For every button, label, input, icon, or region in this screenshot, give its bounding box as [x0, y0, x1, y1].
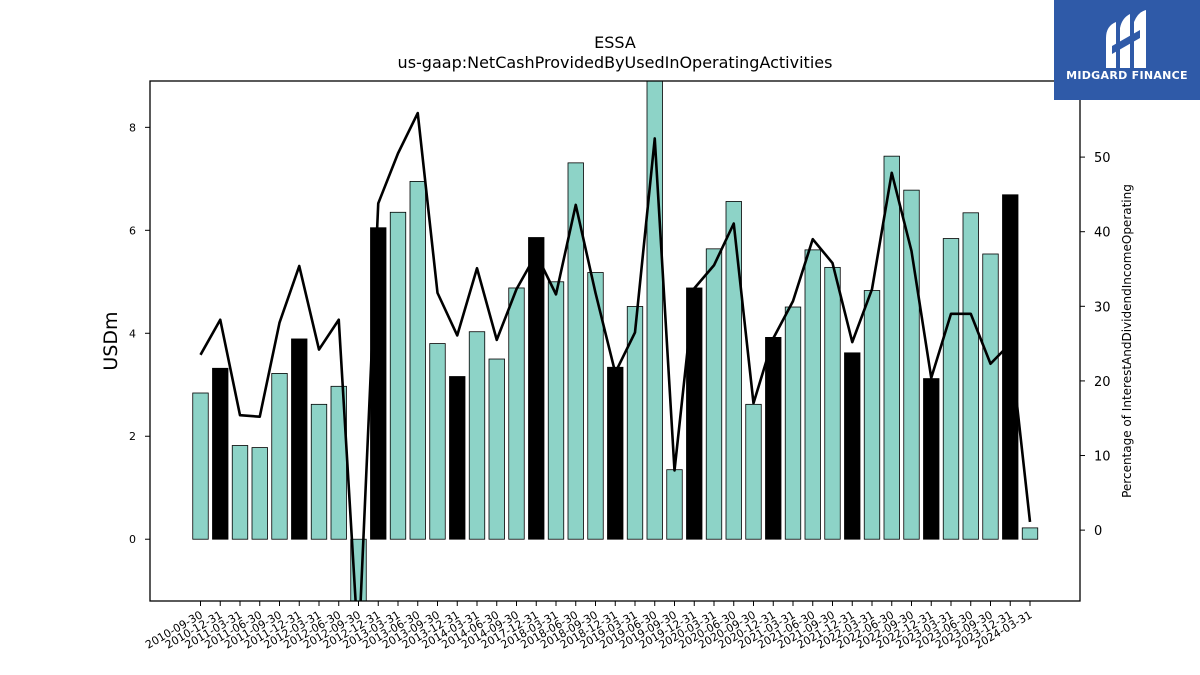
- y-tick-label: 8: [129, 121, 136, 134]
- y-axis-label: USDm: [100, 311, 122, 370]
- bar-2021-03-31: [784, 306, 802, 540]
- bar-2010-09-30: [192, 392, 209, 540]
- bar-2013-03-31: [389, 211, 407, 540]
- y2-tick-label: 30: [1094, 300, 1111, 315]
- y-tick-label: 4: [129, 327, 136, 340]
- x-axis: 2010-09-302010-12-312011-03-312011-06-30…: [143, 601, 1035, 652]
- y2-tick-label: 0: [1094, 524, 1102, 539]
- bar-2018-06-30: [567, 162, 584, 540]
- bar-2023-12-31: [1002, 194, 1019, 540]
- bar-2017-12-31: [528, 237, 545, 540]
- bar-2020-03-31: [705, 248, 723, 540]
- bar-2014-06-30: [488, 358, 505, 540]
- bar-2020-12-31: [765, 336, 782, 540]
- left-axis: 0 2 4 6 8: [129, 121, 150, 546]
- bar-2022-03-31: [863, 290, 881, 540]
- bar-2021-12-31: [844, 352, 861, 540]
- y2-tick-label: 50: [1094, 151, 1111, 166]
- brand-logo: MIDGARD FINANCE: [1054, 0, 1200, 100]
- y2-tick-label: 20: [1094, 375, 1111, 390]
- bar-2022-06-30: [883, 155, 900, 540]
- bar-2024-03-31: [1021, 527, 1039, 540]
- bar-2011-09-30: [271, 373, 288, 540]
- y2-tick-label: 10: [1094, 450, 1111, 465]
- bar-2023-03-31: [942, 238, 960, 540]
- y-tick-label: 2: [129, 430, 136, 443]
- right-axis: 0 10 20 30 40 50: [1080, 151, 1111, 539]
- y2-axis-label: Percentage of InterestAndDividendIncomeO…: [1120, 184, 1134, 498]
- y-tick-label: 0: [129, 533, 136, 546]
- bar-2011-06-30: [251, 447, 268, 540]
- bar-2023-09-30: [982, 253, 999, 540]
- bar-2021-09-30: [824, 266, 841, 540]
- bar-2022-12-31: [923, 378, 940, 540]
- percentage-line: [199, 111, 1032, 601]
- bar-2022-09-30: [903, 189, 920, 540]
- bar-2018-03-31: [547, 281, 565, 540]
- bar-2023-06-30: [962, 212, 979, 540]
- bar-series: [192, 81, 1039, 601]
- bar-2011-12-31: [291, 338, 308, 540]
- bar-2012-03-31: [310, 403, 328, 540]
- bar-2014-03-31: [468, 331, 486, 540]
- y-tick-label: 6: [129, 224, 136, 237]
- bar-2013-06-30: [409, 180, 426, 540]
- bar-2019-03-31: [626, 306, 644, 540]
- bar-2020-09-30: [745, 403, 762, 540]
- bar-2018-09-30: [587, 272, 604, 540]
- bar-2020-06-30: [725, 201, 742, 540]
- chart-subtitle: us-gaap:NetCashProvidedByUsedInOperating…: [398, 53, 833, 72]
- bar-2011-03-31: [231, 445, 249, 540]
- bar-2014-09-30: [508, 287, 525, 540]
- bar-2012-12-31: [370, 227, 387, 540]
- bar-2018-12-31: [607, 366, 624, 540]
- chart-title: ESSA: [594, 33, 636, 52]
- line-series: [199, 111, 1032, 601]
- bar-2013-09-30: [429, 343, 446, 540]
- midgard-logo-icon: [1106, 10, 1146, 68]
- brand-name: MIDGARD FINANCE: [1066, 69, 1188, 82]
- y2-tick-label: 40: [1094, 226, 1111, 241]
- bar-2019-09-30: [666, 469, 683, 540]
- bar-2019-12-31: [686, 287, 703, 540]
- bar-2013-12-31: [449, 376, 466, 540]
- bar-2010-12-31: [212, 367, 229, 540]
- bar-2021-06-30: [804, 249, 821, 540]
